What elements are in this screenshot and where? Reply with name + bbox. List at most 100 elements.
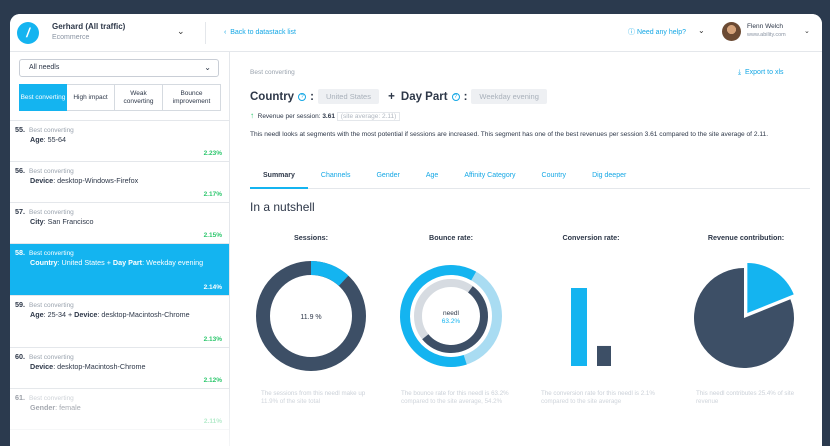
help-button[interactable]: ⓘ Need any help? (628, 27, 686, 37)
item-kind: Best converting (29, 127, 74, 134)
sessions-metric: Sessions: 11.9 % The sessions from this … (241, 233, 381, 407)
revenue-label: Revenue contribution: (707, 233, 785, 242)
detail-tabs: Summary Channels Gender Age Affinity Cat… (250, 169, 810, 189)
tab-gender[interactable]: Gender (376, 172, 400, 179)
revenue-per-session: ↑ Revenue per session: 3.61 (site averag… (250, 111, 401, 121)
export-button[interactable]: ⤓ Export to xls (738, 69, 784, 77)
tab-age[interactable]: Age (425, 172, 439, 179)
item-dimension: Device (74, 310, 98, 319)
sessions-note: The sessions from this needl make up 11.… (261, 390, 366, 406)
question-icon[interactable]: ? (298, 92, 307, 101)
logo-icon[interactable]: / (17, 22, 39, 44)
bounce-metric: Bounce rate: needl 63.2% The bounce rate … (381, 233, 521, 407)
breadcrumb: Best converting (250, 69, 295, 76)
tab-best-converting[interactable]: Best converting (19, 84, 67, 111)
item-percent: 2.12% (203, 377, 222, 384)
list-item[interactable]: 55. Best converting Age: 55-64 2.23% (10, 121, 229, 162)
list-item[interactable]: 57. Best converting City: San Francisco 2.1… (10, 203, 229, 244)
item-value: : 25-34 + (43, 310, 75, 319)
dimension-2: Day Part (400, 90, 448, 103)
colon: : (310, 90, 314, 103)
dimension-1-value: United States (317, 89, 379, 104)
item-kind: Best converting (29, 302, 74, 309)
item-percent: 2.17% (203, 191, 222, 198)
back-to-datastack-link[interactable]: ‹ Back to datastack list (224, 29, 296, 36)
tab-dig-deeper[interactable]: Dig deeper (592, 172, 627, 179)
revenue-pie (694, 263, 794, 368)
site-conversion-bar (597, 345, 611, 366)
item-dimension: Gender (30, 403, 56, 412)
divider (205, 22, 206, 44)
conversion-note: The conversion rate for this needl is 2.… (541, 390, 655, 406)
avatar[interactable] (722, 22, 741, 41)
item-value: : desktop-Windows-Firefox (53, 176, 139, 185)
site-bounce-arc (422, 286, 488, 353)
item-number: 58. (15, 248, 25, 257)
needl-description: This needl looks at segments with the mo… (250, 131, 769, 138)
list-item[interactable]: 58. Best converting Country: United States… (10, 244, 229, 296)
tab-channels[interactable]: Channels (320, 172, 351, 179)
tab-affinity-category[interactable]: Affinity Category (464, 172, 516, 179)
needl-list: 55. Best converting Age: 55-64 2.23% 56. Best… (10, 120, 229, 430)
tab-high-impact[interactable]: High impact (67, 84, 115, 111)
item-kind: Best converting (29, 354, 74, 361)
account-type: Ecommerce (52, 34, 90, 41)
tab-weak-converting[interactable]: Weak converting (115, 84, 163, 111)
item-kind: Best converting (29, 209, 74, 216)
needl-filter-select[interactable]: All needls ⌄ (19, 59, 219, 77)
download-icon: ⤓ (738, 69, 745, 76)
item-kind: Best converting (29, 395, 74, 402)
plus-sign: + (384, 90, 395, 103)
back-link-label: Back to datastack list (230, 29, 296, 36)
item-dimension: Day Part (112, 258, 143, 267)
revenue-metric: Revenue contribution: This needl contrib… (676, 233, 816, 407)
tab-country[interactable]: Country (541, 172, 567, 179)
site-revenue-slice (694, 268, 794, 368)
item-dimension: Device (30, 362, 54, 371)
conversion-label: Conversion rate: (562, 233, 620, 242)
rps-value: 3.61 (322, 113, 335, 120)
list-item[interactable]: 61. Best converting Gender: female 2.11% (10, 389, 229, 430)
item-number: 59. (15, 300, 25, 309)
chevron-down-icon[interactable]: ⌄ (804, 28, 810, 35)
needl-revenue-slice (747, 263, 794, 314)
item-percent: 2.23% (203, 150, 222, 157)
sessions-label: Sessions: (294, 233, 328, 242)
item-dimension: Device (30, 176, 54, 185)
item-percent: 2.11% (203, 418, 222, 425)
list-item[interactable]: 60. Best converting Device: desktop-Macint… (10, 348, 229, 389)
item-value: : San Francisco (43, 217, 94, 226)
chevron-left-icon: ‹ (224, 29, 231, 36)
item-number: 60. (15, 352, 25, 361)
segment-tabs: Best converting High impact Weak convert… (19, 84, 229, 111)
item-value: : United States + (57, 258, 113, 267)
item-description: Device: desktop-Windows-Firefox (15, 176, 221, 185)
section-title: In a nutshell (250, 200, 315, 214)
revenue-note: This needl contributes 25.4% of site rev… (696, 390, 795, 406)
conversion-metric: Conversion rate: The conversion rate for… (521, 233, 661, 407)
item-dimension: City (30, 217, 44, 226)
list-item[interactable]: 59. Best converting Age: 25-34 + Device: d… (10, 296, 229, 348)
sidebar: All needls ⌄ Best converting High impact … (10, 52, 230, 446)
bounce-center-title: needl (443, 310, 459, 317)
sessions-donut: 11.9 % (256, 261, 366, 371)
needl-sessions-arc (310, 261, 349, 287)
item-description: Age: 55-64 (15, 135, 221, 144)
chevron-down-icon[interactable]: ⌄ (177, 26, 185, 36)
item-kind: Best converting (29, 250, 74, 257)
tab-summary[interactable]: Summary (250, 169, 308, 189)
question-icon[interactable]: ? (451, 92, 460, 101)
tab-bounce-improvement[interactable]: Bounce improvement (163, 84, 221, 111)
rps-label: Revenue per session: (257, 113, 323, 120)
list-item[interactable]: 56. Best converting Device: desktop-Window… (10, 162, 229, 203)
chevron-down-icon[interactable]: ⌄ (698, 26, 705, 35)
page-title: Country ? : United States + Day Part ? :… (250, 89, 547, 104)
export-label: Export to xls (744, 69, 784, 76)
item-value: : desktop-Macintosh-Chrome (97, 310, 190, 319)
item-number: 55. (15, 125, 25, 134)
item-value: : female (55, 403, 81, 412)
user-name[interactable]: Flenn Welch (747, 23, 784, 30)
item-value: : 55-64 (43, 135, 66, 144)
account-name[interactable]: Gerhard (All traffic) (52, 22, 126, 31)
item-value: : desktop-Macintosh-Chrome (53, 362, 146, 371)
